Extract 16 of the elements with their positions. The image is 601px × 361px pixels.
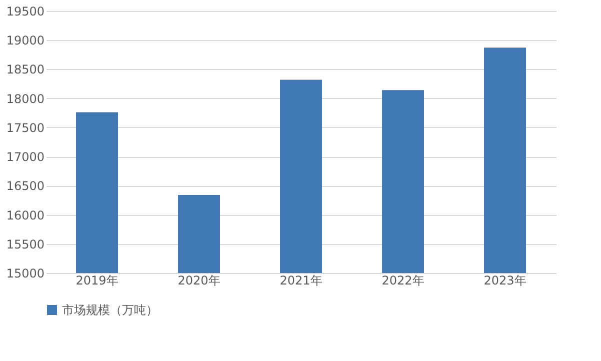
y-tick-label: 18500 — [6, 62, 44, 77]
y-tick-label: 17500 — [6, 120, 44, 135]
y-tick-label: 15500 — [6, 237, 44, 252]
y-tick-label: 17000 — [6, 150, 44, 164]
y-tick-label: 16500 — [6, 179, 44, 194]
legend-label: 市场规模（万吨） — [62, 303, 158, 317]
x-tick-label: 2023年 — [484, 274, 526, 288]
x-tick-label: 2022年 — [382, 274, 424, 288]
y-tick-label: 19000 — [6, 34, 44, 48]
x-tick-label: 2019年 — [76, 274, 118, 288]
y-tick-label: 19500 — [6, 4, 44, 18]
y-tick-label: 15000 — [6, 266, 44, 280]
x-tick-label: 2020年 — [178, 274, 220, 288]
y-tick-label: 16000 — [6, 208, 44, 222]
x-tick-label: 2021年 — [280, 274, 322, 288]
y-tick-label: 18000 — [6, 92, 44, 106]
